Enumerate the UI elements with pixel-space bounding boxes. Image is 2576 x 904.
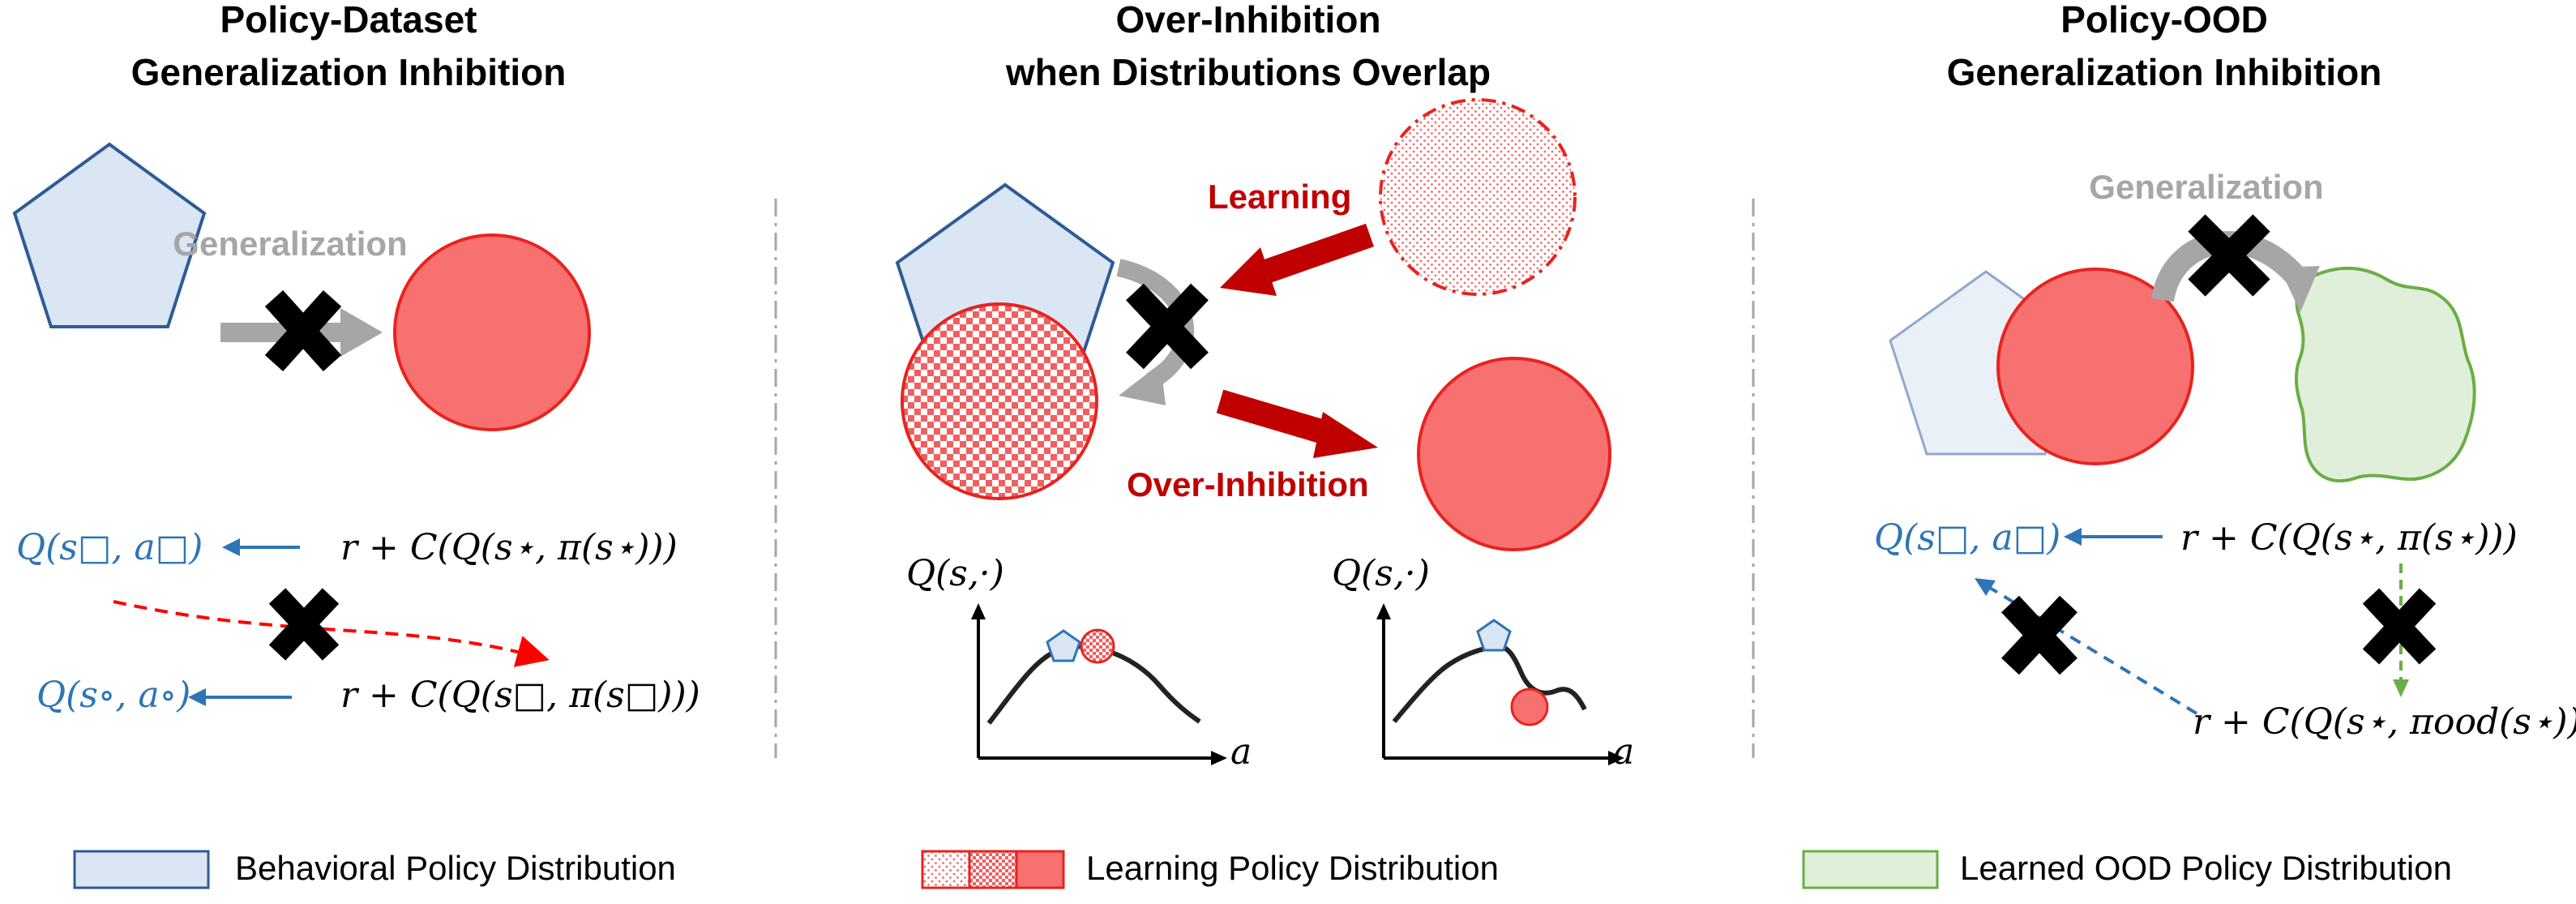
q-plot-overlap: Q(s,·) a (906, 553, 1252, 773)
middle-panel-title: Over-Inhibition when Distributions Overl… (1005, 0, 1491, 93)
right-generalization-label: Generalization (2089, 168, 2323, 206)
legend-behavioral-label: Behavioral Policy Distribution (235, 849, 676, 887)
q-plot-separated: Q(s,·) a (1332, 553, 1634, 773)
plot1-learning-marker (1080, 628, 1115, 664)
right-eq-q-box: Q(s□, a□) (1874, 517, 2060, 559)
right-arrow-top (2064, 528, 2163, 546)
plot2-learning-marker (1510, 688, 1549, 726)
learning-circle-checkered (901, 302, 1098, 500)
learning-label: Learning (1208, 178, 1351, 216)
left-eq-target-bottom: r + C(Q(s□, π(s□))) (340, 675, 700, 716)
legend-learning-label: Learning Policy Distribution (1086, 849, 1499, 887)
middle-curved-arrowhead (1119, 363, 1166, 405)
right-title-line1: Policy-OOD (2060, 0, 2268, 41)
learning-circle-right (1996, 268, 2194, 465)
plot1-xlabel: a (1230, 731, 1252, 773)
right-blue-dashed-arrow (1975, 578, 2198, 715)
ood-shape (2294, 266, 2476, 483)
middle-block-cross-icon (1126, 283, 1209, 370)
left-dashed-arrow (113, 600, 550, 667)
middle-title-line2: when Distributions Overlap (1005, 51, 1491, 93)
left-eq-cross-icon (268, 588, 340, 661)
left-eq-q-box: Q(s□, a□) (16, 527, 203, 568)
learning-circle-left (393, 233, 591, 431)
left-generalization-label: Generalization (173, 225, 407, 263)
right-block-cross-icon (2188, 214, 2270, 297)
legend: Behavioral Policy Distribution Learning … (73, 849, 2452, 889)
middle-title-line1: Over-Inhibition (1115, 0, 1380, 41)
legend-ood-swatch (1802, 850, 1939, 889)
over-inhibition-label: Over-Inhibition (1127, 465, 1369, 503)
plot2-pentagon-marker (1476, 619, 1512, 652)
legend-behavioral-swatch (73, 850, 210, 889)
left-block-cross-icon (264, 289, 342, 372)
right-ood-dashed-arrow (2393, 563, 2409, 697)
legend-learning-swatch (921, 850, 1065, 889)
left-title-line1: Policy-Dataset (220, 0, 477, 41)
left-panel-title: Policy-Dataset Generalization Inhibition (131, 0, 567, 93)
left-eq-target-top: r + C(Q(s⋆, π(s⋆))) (340, 527, 678, 568)
right-blue-cross-icon (2001, 595, 2077, 675)
over-inhibition-arrow (1216, 389, 1378, 458)
learning-arrow (1220, 223, 1374, 296)
plot2-ylabel: Q(s,·) (1332, 553, 1430, 594)
plot1-pentagon-marker (1046, 629, 1081, 662)
left-title-line2: Generalization Inhibition (131, 51, 567, 93)
learning-circle-dotted (1379, 98, 1577, 296)
legend-ood-label: Learned OOD Policy Distribution (1960, 849, 2452, 887)
left-eq-q-circ: Q(s∘, a∘) (36, 675, 190, 716)
plot2-xlabel: a (1613, 731, 1634, 773)
right-title-line2: Generalization Inhibition (1947, 51, 2382, 93)
right-eq-target-top: r + C(Q(s⋆, π(s⋆))) (2180, 517, 2518, 559)
left-arrow-bottom (188, 688, 292, 706)
learning-circle-solid (1417, 357, 1611, 551)
right-eq-target-ood: r + C(Q(s⋆, πood(s⋆))) (2193, 701, 2576, 743)
right-panel-title: Policy-OOD Generalization Inhibition (1947, 0, 2382, 93)
right-ood-cross-icon (2362, 588, 2437, 665)
left-arrow-top (222, 538, 300, 556)
behavioral-pentagon (12, 142, 207, 328)
right-generalization-arrowhead (2279, 266, 2320, 312)
plot1-ylabel: Q(s,·) (906, 553, 1004, 594)
